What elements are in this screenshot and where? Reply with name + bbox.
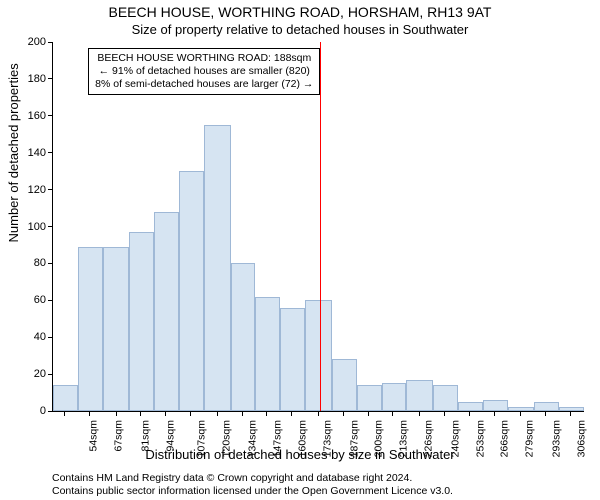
xtick-mark: [494, 411, 495, 416]
xtick-mark: [116, 411, 117, 416]
histogram-bar: [382, 383, 407, 411]
ytick-mark: [48, 226, 53, 227]
ytick-mark: [48, 374, 53, 375]
xtick-mark: [570, 411, 571, 416]
x-axis-label: Distribution of detached houses by size …: [0, 447, 600, 462]
xtick-mark: [140, 411, 141, 416]
annotation-line-1: BEECH HOUSE WORTHING ROAD: 188sqm: [95, 52, 313, 65]
ytick-mark: [48, 263, 53, 264]
histogram-bar: [483, 400, 508, 411]
xtick-mark: [520, 411, 521, 416]
histogram-bar: [458, 402, 483, 411]
ytick-mark: [48, 189, 53, 190]
xtick-mark: [242, 411, 243, 416]
histogram-bar: [508, 407, 535, 411]
plot-area: BEECH HOUSE WORTHING ROAD: 188sqm ← 91% …: [52, 42, 584, 412]
xtick-mark: [419, 411, 420, 416]
chart-title: BEECH HOUSE, WORTHING ROAD, HORSHAM, RH1…: [0, 4, 600, 20]
histogram-bar: [280, 308, 305, 411]
xtick-mark: [266, 411, 267, 416]
ytick-label: 40: [34, 331, 46, 343]
histogram-bar: [305, 300, 332, 411]
ytick-label: 100: [28, 221, 46, 233]
histogram-bar: [559, 407, 584, 411]
histogram-bar: [204, 125, 231, 411]
histogram-bar: [231, 263, 256, 411]
histogram-bar: [406, 380, 433, 411]
ytick-label: 20: [34, 368, 46, 380]
xtick-mark: [89, 411, 90, 416]
ytick-mark: [48, 152, 53, 153]
histogram-bar: [332, 359, 357, 411]
copyright-line-2: Contains public sector information licen…: [52, 485, 600, 498]
xtick-mark: [469, 411, 470, 416]
ytick-label: 140: [28, 147, 46, 159]
xtick-mark: [318, 411, 319, 416]
xtick-mark: [217, 411, 218, 416]
ytick-mark: [48, 300, 53, 301]
histogram-bar: [53, 385, 78, 411]
chart-subtitle: Size of property relative to detached ho…: [0, 22, 600, 37]
ytick-label: 180: [28, 73, 46, 85]
figure: BEECH HOUSE, WORTHING ROAD, HORSHAM, RH1…: [0, 0, 600, 500]
ytick-label: 0: [40, 405, 46, 417]
ytick-label: 80: [34, 257, 46, 269]
xtick-mark: [392, 411, 393, 416]
annotation-box: BEECH HOUSE WORTHING ROAD: 188sqm ← 91% …: [88, 48, 320, 95]
annotation-line-3: 8% of semi-detached houses are larger (7…: [95, 78, 313, 91]
histogram-bar: [103, 247, 130, 411]
histogram-bar: [433, 385, 458, 411]
reference-line: [320, 42, 321, 411]
ytick-mark: [48, 337, 53, 338]
histogram-bar: [255, 297, 280, 411]
ytick-label: 200: [28, 36, 46, 48]
ytick-mark: [48, 115, 53, 116]
histogram-bar: [78, 247, 103, 411]
xtick-mark: [545, 411, 546, 416]
xtick-mark: [343, 411, 344, 416]
histogram-bar: [154, 212, 179, 411]
ytick-label: 120: [28, 184, 46, 196]
histogram-bar: [129, 232, 154, 411]
ytick-label: 60: [34, 294, 46, 306]
histogram-bar: [534, 402, 559, 411]
ytick-label: 160: [28, 110, 46, 122]
y-axis-label: Number of detached properties: [6, 63, 21, 242]
xtick-mark: [190, 411, 191, 416]
histogram-bar: [179, 171, 204, 411]
copyright: Contains HM Land Registry data © Crown c…: [0, 472, 600, 498]
xtick-mark: [64, 411, 65, 416]
xtick-mark: [291, 411, 292, 416]
annotation-line-2: ← 91% of detached houses are smaller (82…: [95, 65, 313, 78]
copyright-line-1: Contains HM Land Registry data © Crown c…: [52, 472, 600, 485]
histogram-bar: [357, 385, 382, 411]
ytick-mark: [48, 78, 53, 79]
ytick-mark: [48, 42, 53, 43]
xtick-mark: [368, 411, 369, 416]
xtick-mark: [165, 411, 166, 416]
xtick-mark: [444, 411, 445, 416]
